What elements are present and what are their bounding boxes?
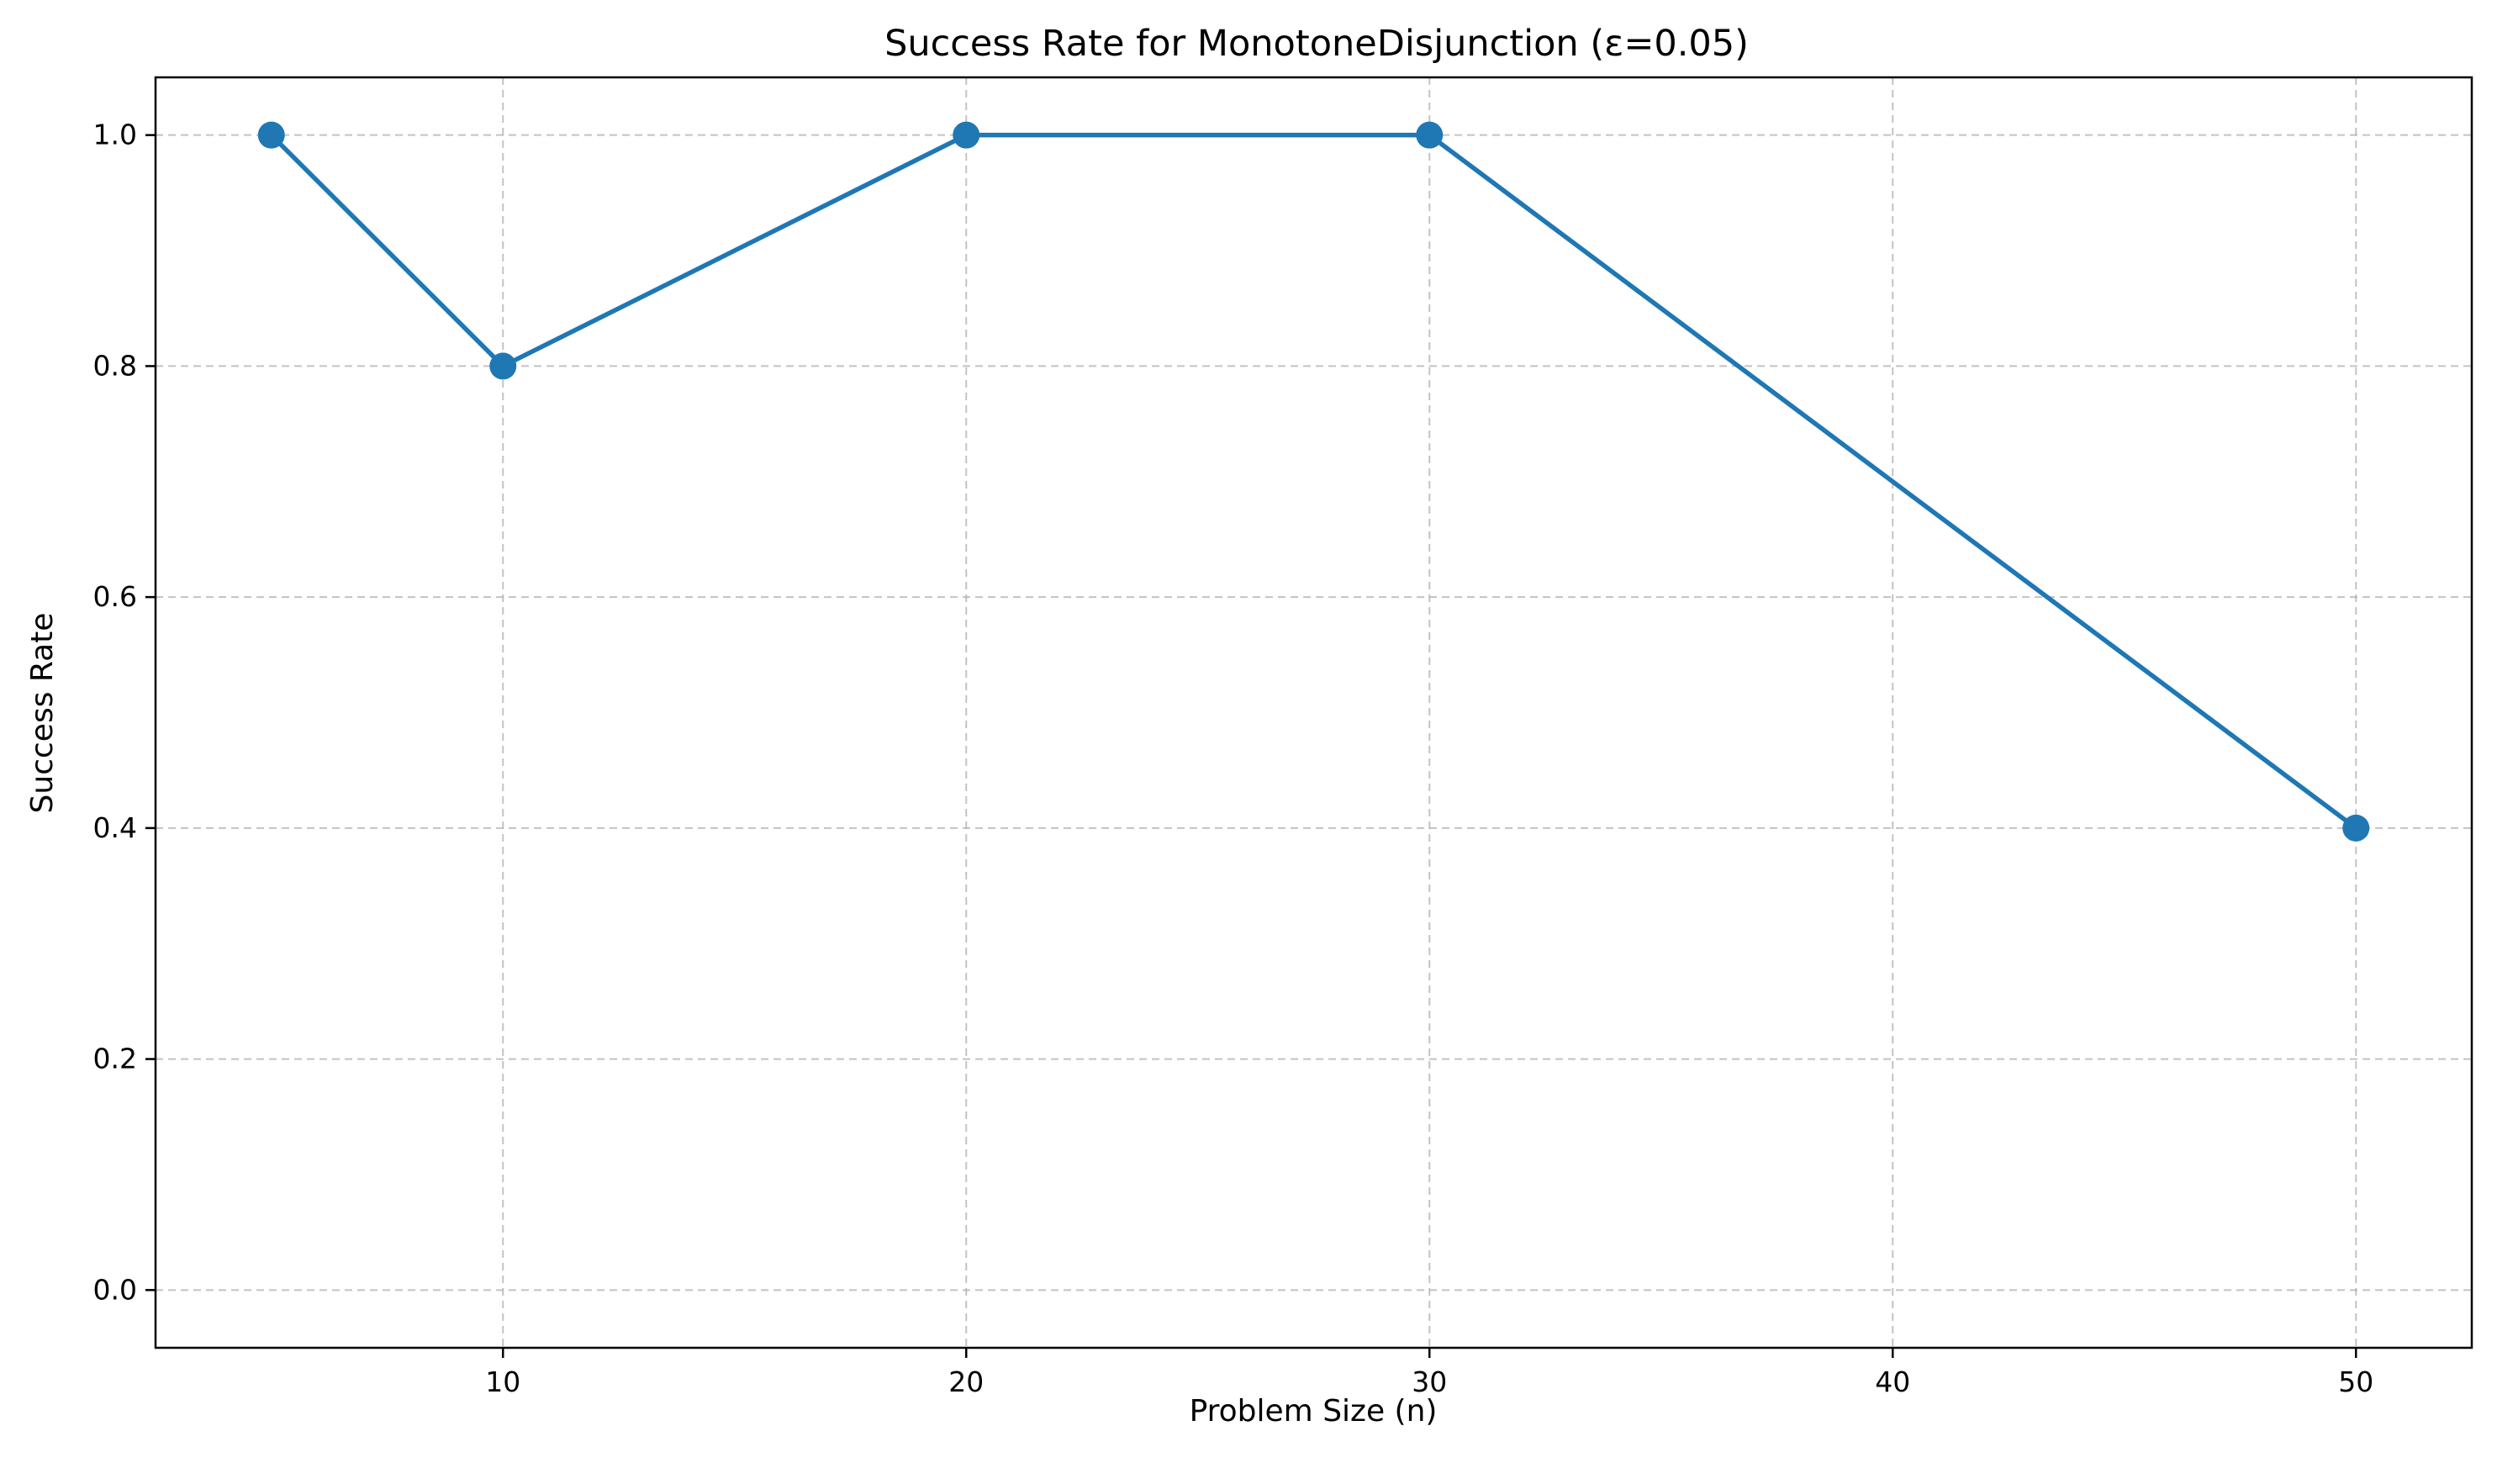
x-axis: 10 20 30 40 50 [485,1348,2373,1398]
y-tick-label: 0.0 [93,1273,137,1306]
x-tick-label: 30 [1412,1365,1447,1398]
grid [156,77,2472,1348]
y-tick-label: 0.2 [93,1043,137,1075]
x-tick-label: 40 [1875,1365,1910,1398]
y-tick-label: 0.6 [93,580,137,613]
series-layer [257,121,2370,842]
data-point [2342,814,2370,842]
series-line [269,132,2357,831]
y-axis-label: Success Rate [25,613,60,814]
y-tick-label: 0.4 [93,811,137,844]
y-axis: 0.0 0.2 0.4 0.6 0.8 1.0 [93,119,156,1306]
plot-frame [154,76,2473,1349]
x-tick-label: 10 [485,1365,520,1398]
data-point [953,121,980,149]
data-point [257,121,285,149]
x-tick-label: 20 [948,1365,984,1398]
data-point [489,352,517,380]
x-axis-label: Problem Size (n) [1190,1394,1438,1429]
data-point [1416,121,1444,149]
chart-title: Success Rate for MonotoneDisjunction (ε=… [884,23,1749,65]
x-tick-label: 50 [2338,1365,2373,1398]
y-tick-label: 1.0 [93,119,137,151]
y-tick-label: 0.8 [93,349,137,382]
